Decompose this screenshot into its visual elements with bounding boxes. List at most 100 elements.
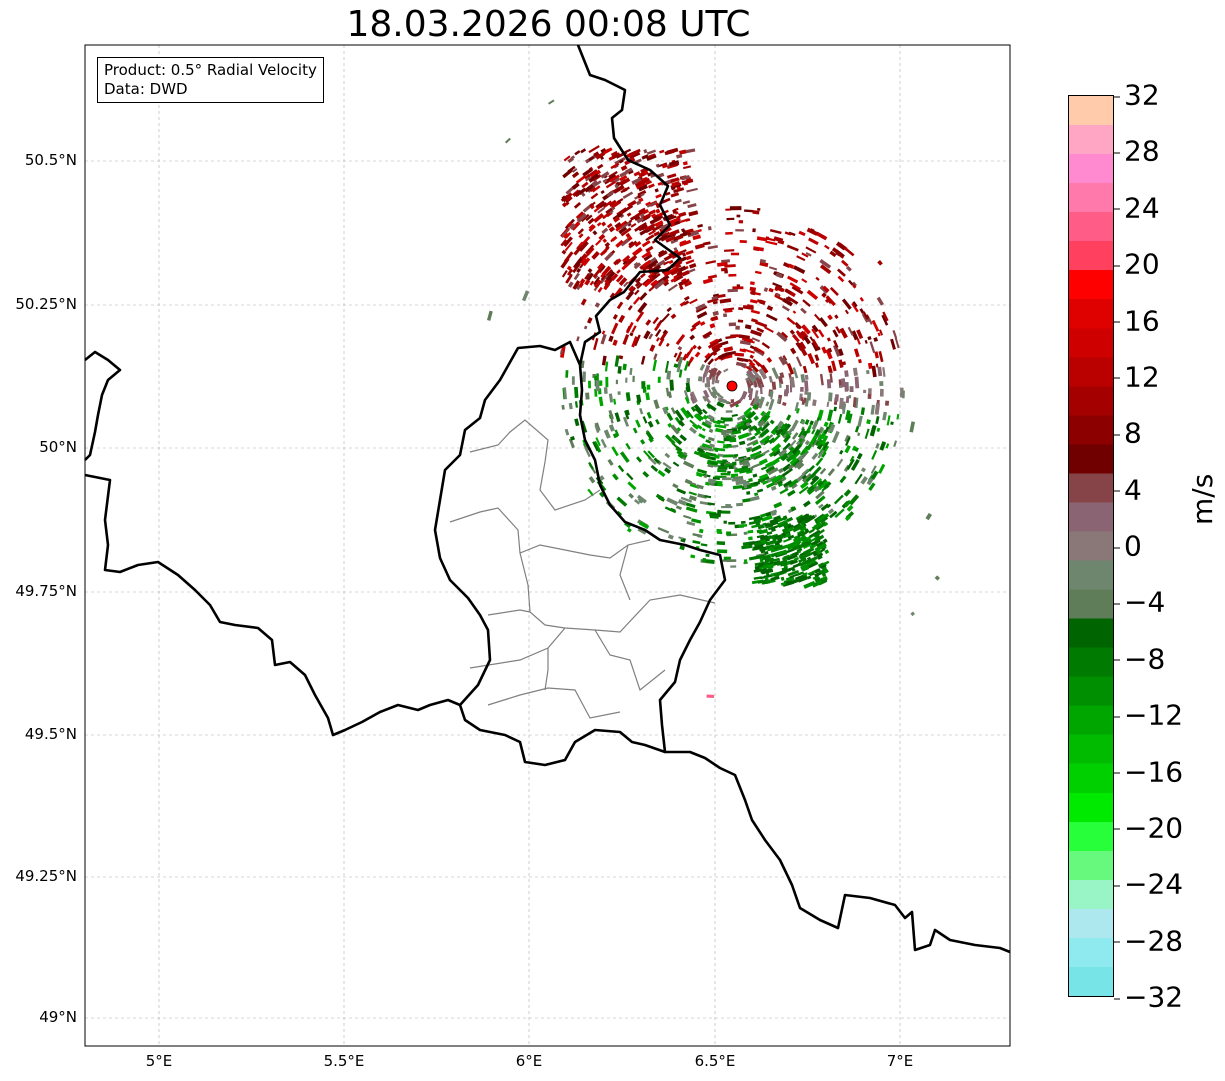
radar-echo: [722, 459, 727, 462]
radar-echo: [781, 305, 790, 312]
colorbar-tick-label: 12: [1114, 360, 1160, 393]
lat-tick-label: 50.5°N: [24, 151, 77, 169]
radar-echo: [740, 520, 746, 524]
lon-tick-label: 6.5°E: [694, 1052, 736, 1070]
colorbar-tick-label: −20: [1114, 811, 1183, 844]
radar-echo: [580, 236, 591, 247]
radar-echo: [796, 342, 801, 347]
radar-echo: [753, 516, 763, 522]
radar-echo: [612, 432, 619, 439]
radar-echo: [807, 575, 812, 580]
radar-echo: [801, 473, 813, 483]
radar-echo: [854, 376, 860, 389]
radar-echo: [578, 241, 589, 252]
radar-echo: [700, 543, 708, 547]
radar-echo: [765, 236, 770, 241]
radar-echo: [759, 258, 766, 264]
radar-echo: [692, 423, 700, 430]
radar-echo: [759, 261, 769, 268]
radar-echo: [754, 541, 762, 547]
radar-echo: [765, 410, 771, 417]
radar-echo: [819, 467, 827, 475]
radar-echo: [925, 512, 933, 521]
radar-echo: [688, 491, 697, 496]
radar-echo: [562, 232, 570, 240]
radar-echo: [574, 150, 581, 156]
radar-echo: [620, 186, 630, 194]
radar-echo: [623, 281, 629, 288]
radar-echo: [600, 274, 606, 281]
radar-echo: [719, 354, 730, 361]
radar-echo: [688, 495, 697, 502]
radar-echo: [753, 380, 758, 388]
radar-echo: [786, 363, 795, 375]
radar-echo: [819, 563, 827, 569]
radar-echo: [584, 173, 591, 180]
radar-echo: [692, 533, 700, 537]
radar-echo: [614, 355, 620, 367]
radar-echo: [779, 534, 784, 540]
radar-echo: [819, 516, 829, 524]
radar-echo: [634, 241, 642, 248]
radar-echo: [818, 485, 823, 491]
radar-echo: [822, 441, 830, 451]
radar-echo: [720, 472, 731, 476]
radar-echo: [626, 212, 632, 217]
radar-echo: [603, 429, 611, 439]
radar-echo: [828, 392, 833, 402]
radar-echo: [639, 407, 644, 415]
radar-echo: [602, 238, 608, 244]
radar-echo: [797, 455, 804, 461]
radar-echo: [606, 269, 613, 277]
radar-echo: [876, 427, 881, 432]
radar-echo: [795, 539, 802, 545]
radar-echo: [721, 259, 731, 263]
radar-echo: [809, 536, 818, 543]
radar-echo: [628, 219, 633, 223]
radar-echo: [748, 540, 761, 546]
radar-echo: [597, 206, 606, 214]
radar-echo: [689, 262, 697, 269]
radar-echo: [786, 516, 794, 523]
radar-echo: [596, 163, 604, 170]
radar-echo: [560, 227, 571, 238]
radar-echo: [582, 257, 591, 267]
radar-echo: [650, 279, 659, 288]
radar-echo: [673, 247, 678, 251]
radar-echo: [647, 257, 658, 266]
radar-echo: [839, 475, 847, 484]
radar-echo: [746, 410, 757, 420]
radar-echo: [805, 473, 816, 483]
radar-echo: [676, 488, 687, 495]
radar-echo: [765, 461, 774, 468]
radar-echo: [599, 380, 603, 386]
radar-echo: [711, 386, 719, 396]
radar-echo: [674, 198, 682, 204]
radar-echo: [693, 404, 703, 414]
radar-echo: [818, 528, 825, 535]
radar-echo: [666, 147, 679, 155]
radar-echo: [790, 347, 797, 355]
radar-echo: [680, 406, 691, 419]
radar-echo: [777, 480, 783, 486]
radar-echo: [578, 279, 585, 287]
radar-echo: [648, 333, 654, 340]
radar-echo: [632, 375, 635, 382]
radar-echo: [672, 209, 678, 214]
radar-echo: [710, 347, 721, 356]
radar-echo: [753, 390, 759, 402]
radar-echo: [564, 428, 570, 436]
radar-echo: [640, 439, 646, 445]
radar-echo: [669, 229, 680, 237]
radar-echo: [699, 445, 706, 450]
radar-echo: [768, 266, 778, 271]
radar-echo: [595, 200, 606, 209]
radar-echo: [645, 180, 652, 186]
radar-echo: [719, 298, 732, 304]
radar-echo: [843, 489, 852, 497]
radar-echo: [636, 200, 642, 206]
radar-echo: [679, 240, 687, 246]
radar-echo: [721, 506, 733, 509]
radar-echo: [712, 300, 718, 305]
